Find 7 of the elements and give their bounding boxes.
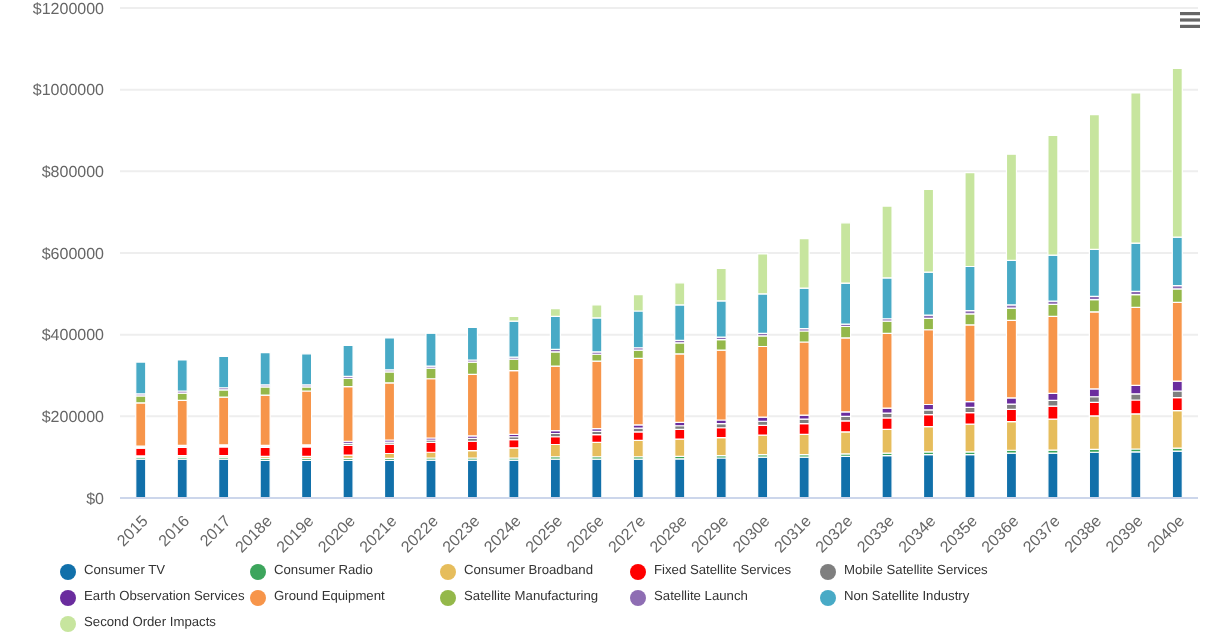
y-tick-label: $0 (86, 489, 106, 508)
y-tick-label: $400000 (41, 326, 106, 345)
y-tick-label: $1200000 (32, 0, 106, 18)
y-tick-label: $800000 (41, 163, 106, 182)
y-tick-label: $600000 (41, 244, 106, 263)
y-tick-label: $1000000 (32, 81, 106, 100)
y-tick-label: $200000 (41, 408, 106, 427)
